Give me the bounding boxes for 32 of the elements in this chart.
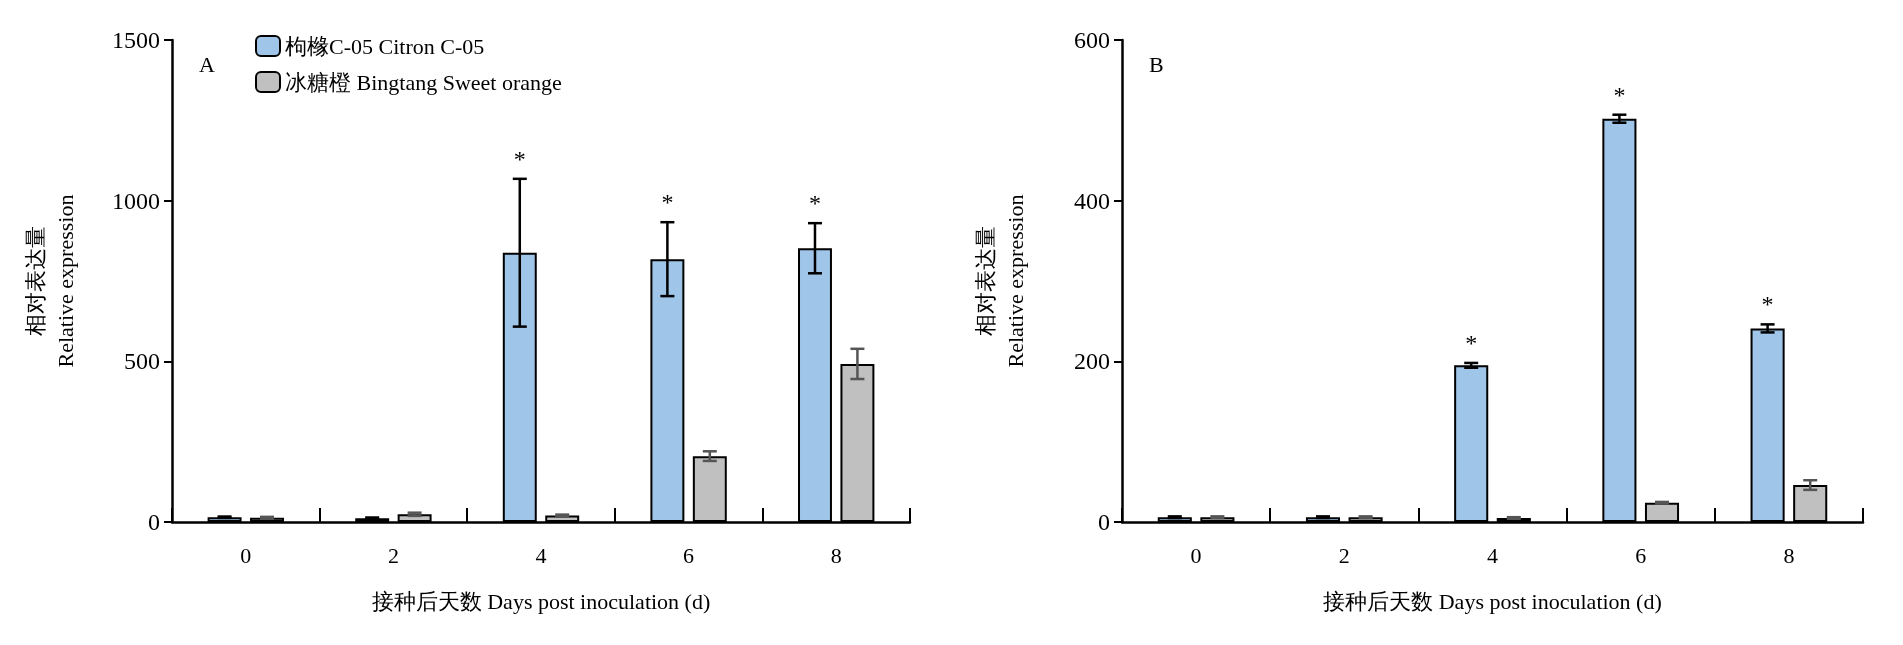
y-tick-label: 600	[1074, 27, 1110, 53]
x-tick-label: 6	[683, 542, 695, 568]
x-tick-label: 2	[387, 542, 399, 568]
annotation: *	[661, 189, 674, 216]
annotation: *	[513, 145, 526, 172]
y-tick-label: 0	[1098, 509, 1110, 535]
x-tick-label: 4	[1487, 542, 1498, 568]
y-tick-label: 200	[1074, 348, 1110, 375]
annotation: *	[1465, 329, 1478, 356]
x-tick-label: 0	[240, 542, 252, 568]
x-axis-title: 接种后天数 Days post inoculation (d)	[371, 588, 711, 614]
y-axis-title: 相对表达量 Relative expression	[972, 194, 1028, 368]
annotation: *	[1761, 291, 1774, 318]
x-tick-label: 8	[830, 542, 842, 568]
x-tick-label: 6	[1635, 542, 1647, 568]
y-tick-label: 400	[1074, 187, 1110, 214]
y-axis-title: 相对表达量 Relative expression	[22, 194, 78, 368]
x-tick-label: 4	[535, 542, 547, 568]
legend-label: 冰糖橙 Bingtang Sweet orange	[285, 69, 562, 95]
y-tick-label: 500	[124, 348, 160, 375]
x-tick-label: 0	[1190, 542, 1202, 568]
legend-label: 枸橼C-05 Citron C-05	[285, 33, 485, 59]
y-tick-label: 1000	[112, 187, 160, 214]
x-tick-label: 2	[1338, 542, 1350, 568]
x-tick-label: 8	[1783, 542, 1795, 568]
y-tick-label: 0	[148, 509, 160, 535]
y-tick-label: 1500	[112, 27, 160, 53]
annotation: *	[808, 190, 821, 217]
annotation: *	[1613, 81, 1626, 108]
text: A	[199, 51, 215, 77]
text: B	[1149, 51, 1164, 77]
x-axis-title: 接种后天数 Days post inoculation (d)	[1323, 588, 1662, 614]
